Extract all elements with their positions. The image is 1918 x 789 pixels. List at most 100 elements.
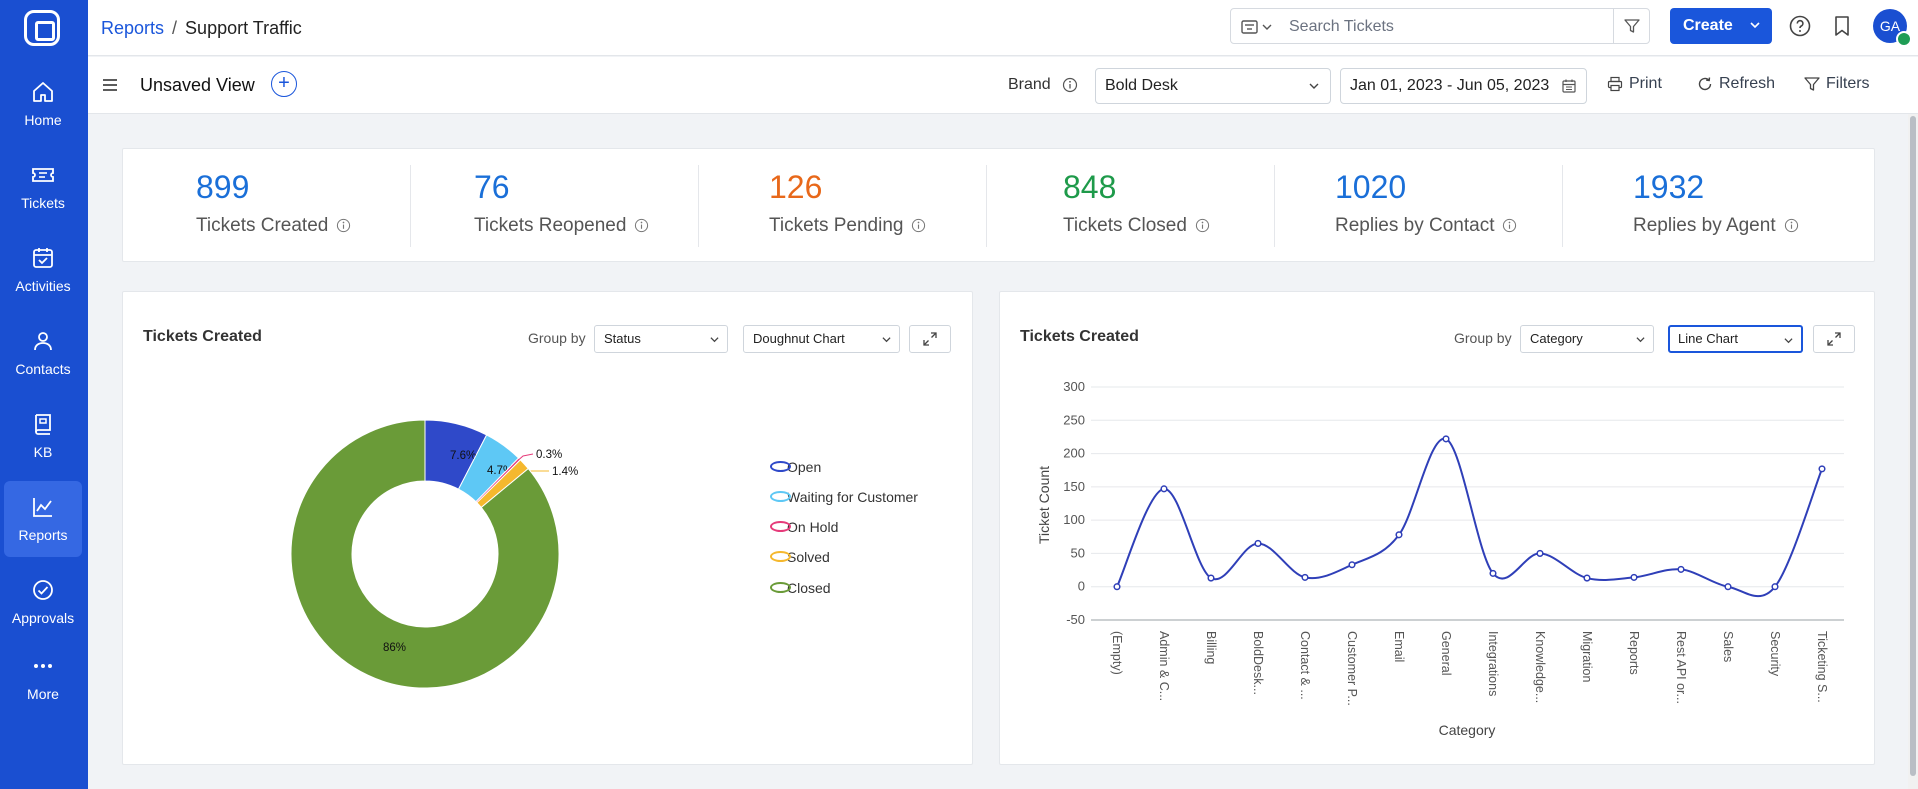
chevron-down-icon xyxy=(1750,22,1760,29)
stat-label: Tickets Created xyxy=(196,215,351,237)
menu-icon[interactable] xyxy=(102,77,118,93)
legend-item[interactable]: Open xyxy=(770,459,821,475)
brand-select-value: Bold Desk xyxy=(1105,77,1178,94)
add-view-button[interactable]: + xyxy=(271,71,297,97)
legend-item[interactable]: Closed xyxy=(770,580,831,596)
data-point[interactable] xyxy=(1348,561,1356,569)
chart-type-select[interactable]: Line Chart xyxy=(1668,325,1803,353)
info-icon[interactable] xyxy=(634,218,649,233)
info-icon[interactable] xyxy=(1502,218,1517,233)
slice-data-label: 7.6% xyxy=(450,450,476,462)
breadcrumb-separator: / xyxy=(172,18,178,38)
stat-divider xyxy=(410,165,411,247)
stat-label: Replies by Contact xyxy=(1335,215,1517,237)
calendar-icon[interactable] xyxy=(1562,79,1576,93)
sidebar-item-label: Home xyxy=(24,112,62,128)
data-point[interactable] xyxy=(1724,583,1732,591)
doughnut-chart: 7.6%4.7%0.3%1.4%86% xyxy=(290,419,578,689)
legend-item[interactable]: Solved xyxy=(770,549,830,565)
sidebar-item-reports[interactable]: Reports xyxy=(4,481,82,557)
stat-label-text: Tickets Closed xyxy=(1063,215,1187,236)
data-point[interactable] xyxy=(1536,549,1544,557)
search-filter-button[interactable] xyxy=(1613,9,1649,43)
stat-label-text: Tickets Pending xyxy=(769,215,904,236)
sidebar-item-kb[interactable]: KB xyxy=(4,398,82,474)
stat-label: Tickets Reopened xyxy=(474,215,649,237)
sidebar-item-tickets[interactable]: Tickets xyxy=(4,149,82,225)
data-point[interactable] xyxy=(1583,574,1591,582)
stat-value[interactable]: 899 xyxy=(196,169,250,205)
data-point[interactable] xyxy=(1160,485,1168,493)
expand-chart-button[interactable] xyxy=(1813,325,1855,353)
avatar[interactable]: GA xyxy=(1873,9,1907,43)
refresh-button[interactable]: Refresh xyxy=(1697,75,1775,93)
x-tick-label: Migration xyxy=(1580,631,1594,682)
date-range-picker[interactable]: Jan 01, 2023 - Jun 05, 2023 xyxy=(1340,68,1587,104)
stat-value[interactable]: 126 xyxy=(769,169,823,205)
vertical-scrollbar[interactable] xyxy=(1908,114,1918,789)
sidebar-item-approvals[interactable]: Approvals xyxy=(4,564,82,640)
groupby-select[interactable]: Category xyxy=(1520,325,1654,353)
breadcrumb: Reports / Support Traffic xyxy=(101,18,302,39)
data-point[interactable] xyxy=(1677,565,1685,573)
data-point[interactable] xyxy=(1818,465,1826,473)
data-point[interactable] xyxy=(1301,573,1309,581)
info-icon[interactable] xyxy=(911,218,926,233)
bookmark-icon[interactable] xyxy=(1830,14,1854,38)
legend-item[interactable]: On Hold xyxy=(770,519,838,535)
stat-divider xyxy=(986,165,987,247)
stat-value[interactable]: 1020 xyxy=(1335,169,1407,205)
sidebar-item-more[interactable]: More xyxy=(4,640,82,716)
doughnut-slice-closed[interactable] xyxy=(290,419,560,689)
app-logo[interactable] xyxy=(24,10,60,46)
breadcrumb-reports-link[interactable]: Reports xyxy=(101,18,165,38)
legend-marker-icon xyxy=(770,551,791,562)
x-tick-label: Reports xyxy=(1627,631,1641,675)
groupby-select[interactable]: Status xyxy=(594,325,728,353)
info-icon[interactable] xyxy=(1784,218,1799,233)
stat-value[interactable]: 848 xyxy=(1063,169,1117,205)
expand-chart-button[interactable] xyxy=(909,325,951,353)
x-tick-label: Sales xyxy=(1721,631,1735,662)
stat-value[interactable]: 76 xyxy=(474,169,510,205)
sidebar-item-home[interactable]: Home xyxy=(4,66,82,142)
ticket-icon xyxy=(32,168,54,182)
help-icon[interactable] xyxy=(1788,14,1812,38)
sidebar-item-contacts[interactable]: Contacts xyxy=(4,315,82,391)
info-icon[interactable] xyxy=(1195,218,1210,233)
chart-type-select[interactable]: Doughnut Chart xyxy=(743,325,900,353)
stat-value[interactable]: 1932 xyxy=(1633,169,1705,205)
create-button[interactable]: Create xyxy=(1670,8,1772,44)
search-input[interactable]: Search Tickets xyxy=(1289,18,1394,35)
filters-label: Filters xyxy=(1826,75,1870,92)
stat-divider xyxy=(1562,165,1563,247)
line-chart: -50 0 50 100 150 200 250 300 Ticket Count Categor… xyxy=(1036,379,1844,738)
brand-select[interactable]: Bold Desk xyxy=(1095,68,1331,104)
slice-label-leader xyxy=(517,453,534,461)
data-point[interactable] xyxy=(1771,583,1779,591)
sidebar-item-label: Activities xyxy=(15,278,71,294)
data-point[interactable] xyxy=(1630,573,1638,581)
line-chart-card: Tickets Created Group by Category Line C… xyxy=(999,291,1875,765)
y-tick-label: -50 xyxy=(1066,612,1085,627)
sidebar-item-activities[interactable]: Activities xyxy=(4,232,82,308)
search-box[interactable]: Search Tickets xyxy=(1230,8,1650,44)
y-tick-label: 0 xyxy=(1078,579,1085,594)
sidebar-item-label: Contacts xyxy=(15,361,71,377)
view-title: Unsaved View xyxy=(140,75,255,95)
filters-button[interactable]: Filters xyxy=(1804,75,1870,93)
data-point[interactable] xyxy=(1254,539,1262,547)
data-point[interactable] xyxy=(1395,531,1403,539)
data-point[interactable] xyxy=(1113,583,1121,591)
search-scope-icon[interactable] xyxy=(1241,19,1279,35)
print-button[interactable]: Print xyxy=(1607,75,1662,93)
y-tick-label: 300 xyxy=(1063,379,1085,394)
data-point[interactable] xyxy=(1442,435,1450,443)
chart-type-value: Line Chart xyxy=(1678,331,1738,346)
data-point[interactable] xyxy=(1207,574,1215,582)
x-tick-label: Rest API or... xyxy=(1674,631,1688,704)
data-point[interactable] xyxy=(1489,569,1497,577)
info-icon[interactable] xyxy=(336,218,351,233)
legend-item[interactable]: Waiting for Customer xyxy=(770,489,918,505)
scrollbar-thumb[interactable] xyxy=(1910,116,1916,776)
